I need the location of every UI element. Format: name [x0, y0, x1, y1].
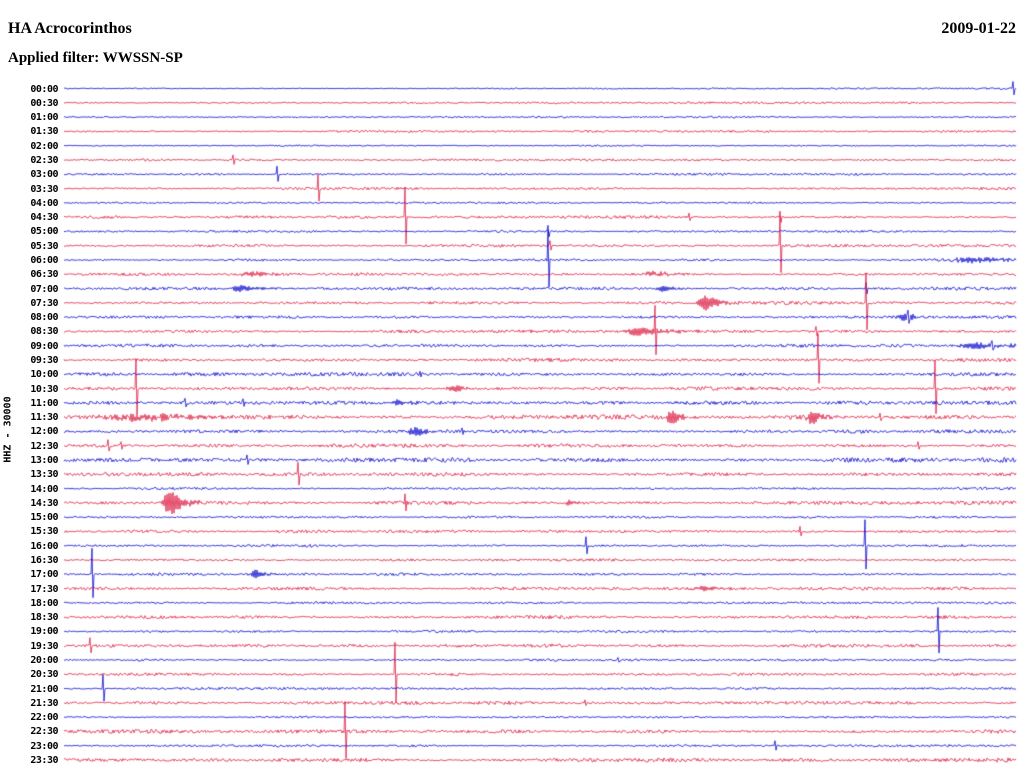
trace-time-label: 18:30: [30, 612, 58, 624]
trace-time-label: 14:30: [30, 497, 58, 509]
trace-time-label: 17:30: [30, 583, 58, 595]
trace-time-label: 12:00: [30, 426, 58, 438]
trace-time-label: 12:30: [30, 440, 58, 452]
filter-label: Applied filter: WWSSN-SP: [8, 50, 183, 66]
time-label-column: 00:00 00:30 01:00 01:30 02:00 02:30 03:00 03:30…: [0, 0, 60, 780]
trace-time-label: 13:30: [30, 469, 58, 481]
trace-time-label: 00:30: [30, 97, 58, 109]
trace-time-label: 21:30: [30, 697, 58, 709]
trace-time-label: 22:30: [30, 726, 58, 738]
trace-time-label: 13:00: [30, 454, 58, 466]
trace-time-label: 02:00: [30, 140, 58, 152]
trace-time-label: 09:30: [30, 354, 58, 366]
trace-time-label: 16:30: [30, 554, 58, 566]
trace-time-label: 19:00: [30, 626, 58, 638]
trace-time-label: 17:00: [30, 569, 58, 581]
trace-time-label: 07:00: [30, 283, 58, 295]
trace-time-label: 01:00: [30, 112, 58, 124]
trace-time-label: 10:00: [30, 369, 58, 381]
trace-time-label: 18:00: [30, 597, 58, 609]
trace-time-label: 16:00: [30, 540, 58, 552]
trace-time-label: 00:00: [30, 83, 58, 95]
trace-time-label: 03:00: [30, 169, 58, 181]
trace-time-label: 23:00: [30, 740, 58, 752]
trace-time-label: 04:00: [30, 197, 58, 209]
trace-time-label: 08:30: [30, 326, 58, 338]
trace-time-label: 11:30: [30, 412, 58, 424]
trace-time-label: 11:00: [30, 397, 58, 409]
trace-time-label: 06:30: [30, 269, 58, 281]
trace-time-label: 20:30: [30, 669, 58, 681]
trace-time-label: 06:00: [30, 254, 58, 266]
trace-time-label: 15:00: [30, 512, 58, 524]
date-label: 2009-01-22: [941, 20, 1016, 37]
trace-time-label: 04:30: [30, 212, 58, 224]
trace-time-label: 09:00: [30, 340, 58, 352]
trace-time-label: 22:00: [30, 712, 58, 724]
trace-time-label: 10:30: [30, 383, 58, 395]
trace-time-label: 14:00: [30, 483, 58, 495]
trace-time-label: 05:00: [30, 226, 58, 238]
trace-time-label: 21:00: [30, 683, 58, 695]
trace-time-label: 20:00: [30, 654, 58, 666]
trace-time-label: 03:30: [30, 183, 58, 195]
trace-time-label: 15:30: [30, 526, 58, 538]
trace-time-label: 23:30: [30, 755, 58, 766]
trace-time-label: 01:30: [30, 126, 58, 138]
station-title: HA Acrocorinthos: [8, 20, 132, 37]
trace-time-label: 05:30: [30, 240, 58, 252]
trace-time-label: 02:30: [30, 154, 58, 166]
trace-time-label: 19:30: [30, 640, 58, 652]
trace-time-label: 08:00: [30, 312, 58, 324]
trace-time-label: 07:30: [30, 297, 58, 309]
